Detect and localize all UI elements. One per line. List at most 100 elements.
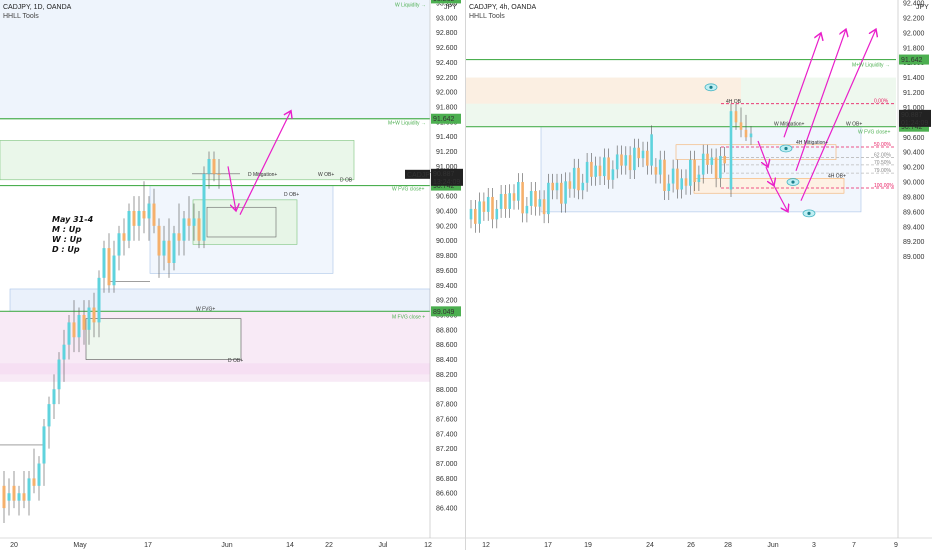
price-tick: 90.000 (436, 238, 458, 245)
indicator-name[interactable]: HHLL Tools (3, 13, 39, 20)
candle-body (102, 248, 106, 278)
w-ob-zone[interactable] (540, 126, 862, 213)
candle-body (581, 182, 585, 191)
candle-body (663, 159, 666, 191)
candle-body (62, 344, 66, 360)
candle-body (667, 183, 671, 191)
candle-body (47, 404, 51, 427)
price-axis[interactable] (430, 0, 466, 550)
price-tick: 87.400 (436, 431, 458, 438)
price-axis[interactable] (898, 0, 932, 550)
projection-arrow[interactable] (227, 166, 236, 211)
price-tick: 92.200 (436, 75, 458, 82)
candle-body (162, 240, 166, 256)
candle-body (202, 173, 206, 241)
currency-label: JPY (916, 4, 929, 11)
candle-body (212, 158, 216, 174)
time-tick: 20 (10, 542, 18, 549)
projection-arrow[interactable] (783, 33, 821, 138)
candle-body (132, 210, 136, 226)
price-tick: 91.200 (903, 90, 925, 97)
candle-body (478, 201, 481, 224)
candle-body (117, 233, 121, 256)
candle-body (620, 154, 623, 166)
candle-body (72, 322, 76, 338)
fib-label: 0.00% (874, 99, 889, 105)
candle-body (92, 307, 96, 323)
w-mitigation-zone[interactable] (466, 77, 741, 104)
projection-arrow[interactable] (795, 29, 846, 172)
price-tick: 91.400 (903, 75, 925, 82)
candle-body (167, 240, 171, 263)
candle-body (538, 199, 542, 207)
candle-body (127, 210, 131, 241)
candle-body (624, 155, 628, 166)
d-mitigation-label: D Mitigation+ (248, 172, 277, 178)
projection-arrow[interactable] (239, 111, 291, 215)
price-tick: 87.800 (436, 402, 458, 409)
h4-chart-pane[interactable]: 0.00% 50.00% 62.00% 70.50% 79.00% 100.00% M+W … (466, 0, 932, 550)
daily-chart-pane[interactable]: W Liquidity → M+W Liquidity → W FVG close+… (0, 0, 466, 550)
price-tick: 88.400 (436, 357, 458, 364)
candle-body (560, 182, 563, 204)
time-tick: 24 (646, 542, 654, 549)
4h-mitigation-zone[interactable] (675, 144, 837, 160)
candle-body (172, 233, 176, 263)
price-tick: 90.600 (903, 135, 925, 142)
w-fvg-close-label: W FVG close+ (392, 187, 424, 193)
candle-body (594, 165, 597, 177)
projection-arrow[interactable] (765, 166, 774, 186)
m-fvg-close-label: M FVG close + (392, 314, 425, 320)
projection-arrow[interactable] (757, 140, 768, 167)
candle-body (542, 199, 546, 215)
candle-body (42, 426, 46, 464)
w-fvg-label: W FVG+ (196, 307, 215, 313)
candle-body (152, 203, 156, 226)
candle-body (710, 157, 714, 165)
price-tick: 91.200 (436, 149, 458, 156)
projection-arrow[interactable] (800, 29, 876, 201)
h4-chart-canvas[interactable]: 0.00% 50.00% 62.00% 70.50% 79.00% 100.00% M+W … (466, 0, 932, 550)
time-tick: Jun (767, 542, 778, 549)
candle-body (650, 134, 653, 166)
candle-body (474, 208, 477, 224)
price-tick: 90.600 (436, 194, 458, 201)
indicator-name[interactable]: HHLL Tools (469, 13, 505, 20)
candle-body (157, 225, 161, 256)
note-line: D : Up (52, 245, 80, 254)
d-ob-zone[interactable] (192, 199, 298, 245)
candle-body (598, 165, 602, 177)
symbol-title[interactable]: CADJPY, 1D, OANDA (3, 4, 72, 11)
w-ob-zone[interactable] (0, 140, 355, 181)
price-tick: 88.200 (436, 372, 458, 379)
fib-label: 100.00% (874, 183, 894, 189)
4h-ob-zone[interactable] (693, 178, 845, 194)
w-fvg-close-label: W FVG close+ (858, 130, 890, 136)
price-tick: 93.200 (436, 1, 458, 8)
d-ob-label: D OB+ (228, 358, 243, 364)
eye-icon-pupil (709, 85, 713, 89)
candle-body (684, 178, 688, 186)
candle-body (568, 181, 572, 189)
candle-body (521, 182, 524, 214)
d-ob-zone[interactable] (85, 318, 242, 360)
projection-arrow[interactable] (773, 185, 788, 212)
w-fvg-zone[interactable] (9, 288, 431, 312)
candle-body (729, 111, 733, 190)
price-tick: 91.400 (436, 134, 458, 141)
price-tick: 91.800 (903, 45, 925, 52)
candle-body (122, 233, 126, 241)
candle-body (517, 182, 520, 201)
d-mitigation-box[interactable] (206, 206, 277, 238)
candle-body (676, 168, 679, 190)
daily-chart-canvas[interactable]: W Liquidity → M+W Liquidity → W FVG close+… (0, 0, 466, 550)
candle-body (693, 159, 696, 183)
candle-body (182, 218, 186, 241)
candle-body (486, 196, 490, 212)
candle-body (508, 193, 511, 209)
pink-band (0, 363, 430, 375)
d-ob-label: D OB (340, 177, 353, 183)
symbol-title[interactable]: CADJPY, 4h, OANDA (469, 4, 537, 11)
price-tick: 92.400 (436, 60, 458, 67)
time-tick: 17 (544, 542, 552, 549)
